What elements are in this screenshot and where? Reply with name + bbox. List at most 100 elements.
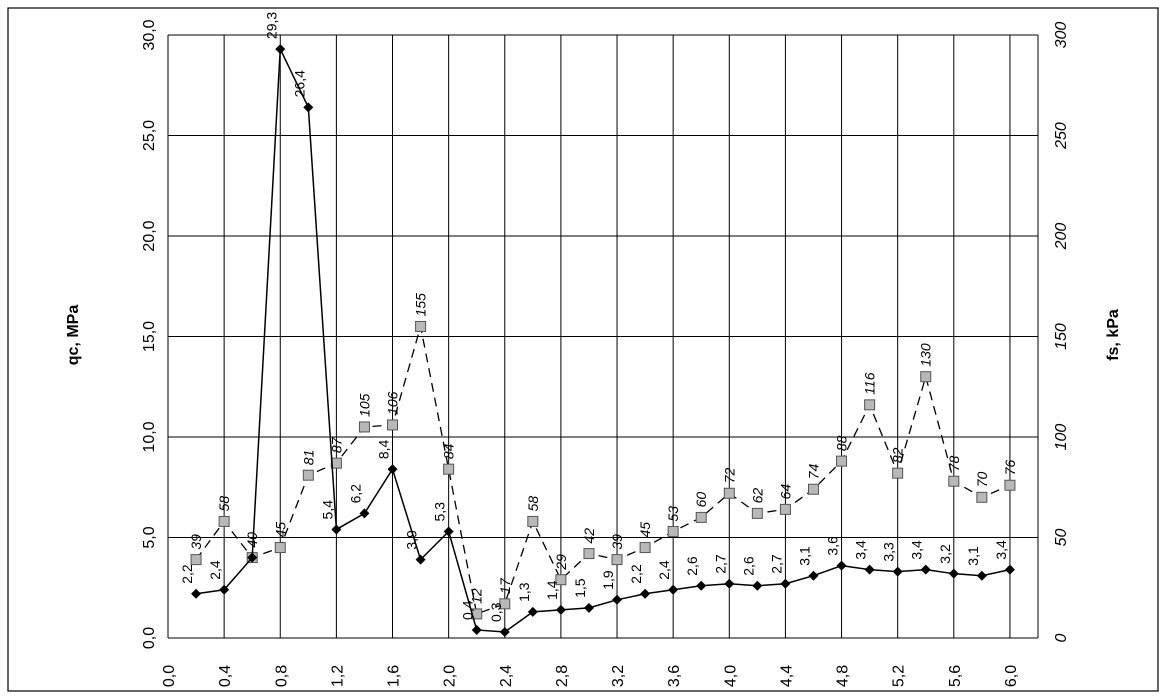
qc-value-label: 2,4 — [207, 560, 223, 580]
fs-marker — [358, 421, 370, 433]
fs-value-label: 12 — [469, 588, 485, 604]
qc-line — [195, 48, 1011, 633]
fs-marker — [948, 475, 960, 487]
fs-marker — [190, 554, 202, 566]
fs-value-label: 87 — [328, 436, 344, 453]
qc-value-label: 6,2 — [347, 484, 363, 504]
fs-value-label: 70 — [974, 472, 990, 488]
left-tick-label: 0,0 — [141, 627, 158, 649]
qc-marker — [892, 566, 903, 577]
fs-marker — [302, 469, 314, 481]
left-tick-label: 10,0 — [141, 421, 158, 452]
fs-value-label: 106 — [385, 391, 401, 415]
fs-value-label: 82 — [890, 447, 906, 463]
x-tick-label: 2,0 — [442, 665, 459, 687]
qc-marker — [808, 570, 819, 581]
x-tick-label: 2,8 — [554, 665, 571, 687]
fs-marker — [387, 419, 399, 431]
fs-series — [190, 320, 1016, 620]
fs-value-label: 58 — [525, 496, 541, 512]
qc-marker — [780, 578, 791, 589]
fs-marker — [611, 554, 623, 566]
fs-marker — [864, 399, 876, 411]
right-tick-label: 250 — [1053, 122, 1070, 150]
fs-value-label: 45 — [272, 522, 288, 538]
x-tick-label: 5,6 — [947, 665, 964, 687]
fs-marker — [695, 511, 707, 523]
qc-series — [191, 44, 1015, 637]
fs-value-label: 58 — [216, 496, 232, 512]
fs-value-label: 40 — [244, 532, 260, 548]
fs-marker — [723, 487, 735, 499]
qc-marker — [752, 580, 763, 591]
qc-value-label: 0,4 — [460, 600, 476, 620]
qc-marker — [471, 624, 482, 635]
qc-marker — [359, 508, 370, 519]
right-tick-label: 200 — [1053, 223, 1070, 251]
fs-value-label: 105 — [356, 393, 372, 417]
qc-value-label: 29,3 — [263, 12, 279, 39]
qc-value-label: 3,1 — [965, 546, 981, 566]
qc-marker — [191, 588, 202, 599]
x-tick-label: 1,2 — [329, 665, 346, 687]
fs-value-label: 39 — [609, 534, 625, 550]
qc-value-label: 2,4 — [656, 560, 672, 580]
fs-value-label: 45 — [637, 522, 653, 538]
qc-value-label: 2,6 — [684, 556, 700, 576]
axes: 0,0 0,4 0,8 1,2 1,6 2,0 2,4 2,8 3,2 3,6 4,0 4,4 4,8 5… — [7, 7, 1159, 692]
qc-marker — [976, 570, 987, 581]
left-tick-label: 20,0 — [141, 220, 158, 251]
qc-marker — [527, 606, 538, 617]
fs-marker — [443, 463, 455, 475]
fs-value-label: 84 — [441, 443, 457, 459]
fs-value-label: 76 — [1002, 459, 1018, 475]
x-tick-label: 0,4 — [217, 665, 234, 687]
right-tick-label: 50 — [1053, 529, 1070, 547]
right-tick-label: 0 — [1053, 633, 1070, 642]
qc-value-label: 8,4 — [376, 439, 392, 459]
x-tick-label: 4,4 — [778, 665, 795, 687]
fs-marker — [751, 507, 763, 519]
right-tick-label: 300 — [1053, 22, 1070, 49]
fs-marker — [920, 371, 932, 383]
x-tick-label: 6,0 — [1003, 665, 1020, 687]
x-tick-label: 4,0 — [722, 665, 739, 687]
qc-value-label: 5,4 — [319, 500, 335, 520]
qc-marker — [303, 102, 314, 113]
fs-marker — [218, 515, 230, 527]
x-tick-label: 5,2 — [891, 665, 908, 687]
qc-marker — [640, 588, 651, 599]
x-tick-label: 4,8 — [835, 665, 852, 687]
fs-value-label: 60 — [693, 492, 709, 508]
fs-value-label: 78 — [946, 455, 962, 471]
qc-marker — [415, 554, 426, 565]
fs-marker — [976, 491, 988, 503]
qc-marker — [920, 564, 931, 575]
left-tick-label: 25,0 — [141, 120, 158, 151]
qc-value-label: 3,4 — [993, 540, 1009, 560]
qc-value-label: 1,9 — [600, 570, 616, 590]
qc-value-label: 26,4 — [291, 70, 307, 97]
qc-marker — [499, 626, 510, 637]
data-labels: 39 58 40 45 81 87 105 106 155 84 12 17 58 29 42 39 45 53 6… — [179, 12, 1018, 622]
fs-value-label: 74 — [805, 463, 821, 479]
qc-marker — [864, 564, 875, 575]
fs-value-label: 62 — [749, 488, 765, 504]
qc-marker — [443, 526, 454, 537]
fs-value-label: 130 — [918, 343, 934, 367]
x-tick-label: 3,2 — [610, 665, 627, 687]
x-tick-label: 0,8 — [273, 665, 290, 687]
left-tick-label: 5,0 — [141, 526, 158, 548]
qc-value-label: 3,1 — [796, 546, 812, 566]
fs-value-label: 64 — [777, 484, 793, 500]
fs-marker — [499, 598, 511, 610]
qc-marker — [331, 524, 342, 535]
x-tick-label: 0,0 — [161, 665, 178, 687]
fs-marker — [807, 483, 819, 495]
fs-marker — [779, 503, 791, 515]
fs-value-label: 72 — [721, 467, 737, 483]
right-tick-label: 150 — [1053, 323, 1070, 350]
qc-marker — [1004, 564, 1015, 575]
qc-value-label: 1,3 — [516, 582, 532, 602]
